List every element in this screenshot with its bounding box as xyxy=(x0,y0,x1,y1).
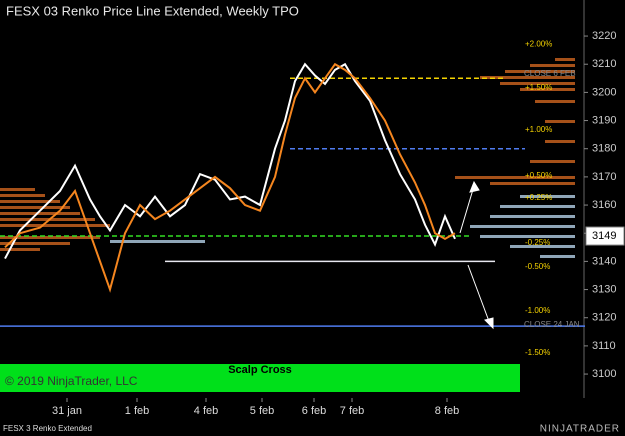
x-tick-label: 6 feb xyxy=(302,405,326,417)
last-price-label: 3149 xyxy=(592,230,616,242)
y-tick-label: 3180 xyxy=(592,143,616,155)
price-line xyxy=(4,62,456,260)
tpo-profile-blue xyxy=(110,195,575,258)
x-tick-label: 1 feb xyxy=(125,405,149,417)
x-tick-label: 5 feb xyxy=(250,405,274,417)
chart-title: FESX 03 Renko Price Line Extended, Weekl… xyxy=(6,3,299,18)
logo: NINJATRADER xyxy=(540,424,620,435)
footer-bar xyxy=(0,422,625,436)
price-line xyxy=(4,62,456,293)
pct-label: -0.25% xyxy=(525,238,550,247)
x-tick-label: 31 jan xyxy=(52,405,82,417)
pct-label: -1.00% xyxy=(525,306,550,315)
y-tick-label: 3120 xyxy=(592,312,616,324)
y-tick-label: 3110 xyxy=(592,340,616,352)
y-tick-label: 3130 xyxy=(592,283,616,295)
x-tick-label: 8 feb xyxy=(435,405,459,417)
x-tick-label: 7 feb xyxy=(340,405,364,417)
tpo-profile xyxy=(0,58,575,251)
pct-label: +1.50% xyxy=(525,83,552,92)
pct-label: +2.00% xyxy=(525,40,552,49)
y-tick-label: 3160 xyxy=(592,199,616,211)
y-tick-label: 3190 xyxy=(592,114,616,126)
x-tick-label: 4 feb xyxy=(194,405,218,417)
x-axis: 31 jan 1 feb 4 feb 5 feb 6 feb 7 feb 8 feb xyxy=(52,398,459,417)
price-lines xyxy=(4,62,456,293)
y-tick-label: 3200 xyxy=(592,86,616,98)
y-tick-label: 3220 xyxy=(592,30,616,42)
y-tick-label: 3140 xyxy=(592,255,616,267)
arrows xyxy=(459,180,494,330)
y-tick-label: 3170 xyxy=(592,171,616,183)
close-label: CLOSE 6 FEB xyxy=(524,69,576,78)
y-tick-label: 3210 xyxy=(592,58,616,70)
pct-label: +0.50% xyxy=(525,171,552,180)
close-label: CLOSE 24 JAN xyxy=(524,320,580,329)
y-axis: 3100311031203130314031503160317031803190… xyxy=(584,30,616,380)
pct-label: -1.50% xyxy=(525,348,550,357)
banner xyxy=(0,364,520,392)
last-price-box xyxy=(585,226,625,246)
pct-label: -0.50% xyxy=(525,262,550,271)
y-tick-label: 3100 xyxy=(592,368,616,380)
footer: FESX 3 Renko Extended xyxy=(3,424,92,433)
copyright: © 2019 NinjaTrader, LLC xyxy=(5,374,138,388)
pct-label: +1.00% xyxy=(525,125,552,134)
banner-text: Scalp Cross xyxy=(228,364,292,376)
pct-label: +0.25% xyxy=(525,193,552,202)
